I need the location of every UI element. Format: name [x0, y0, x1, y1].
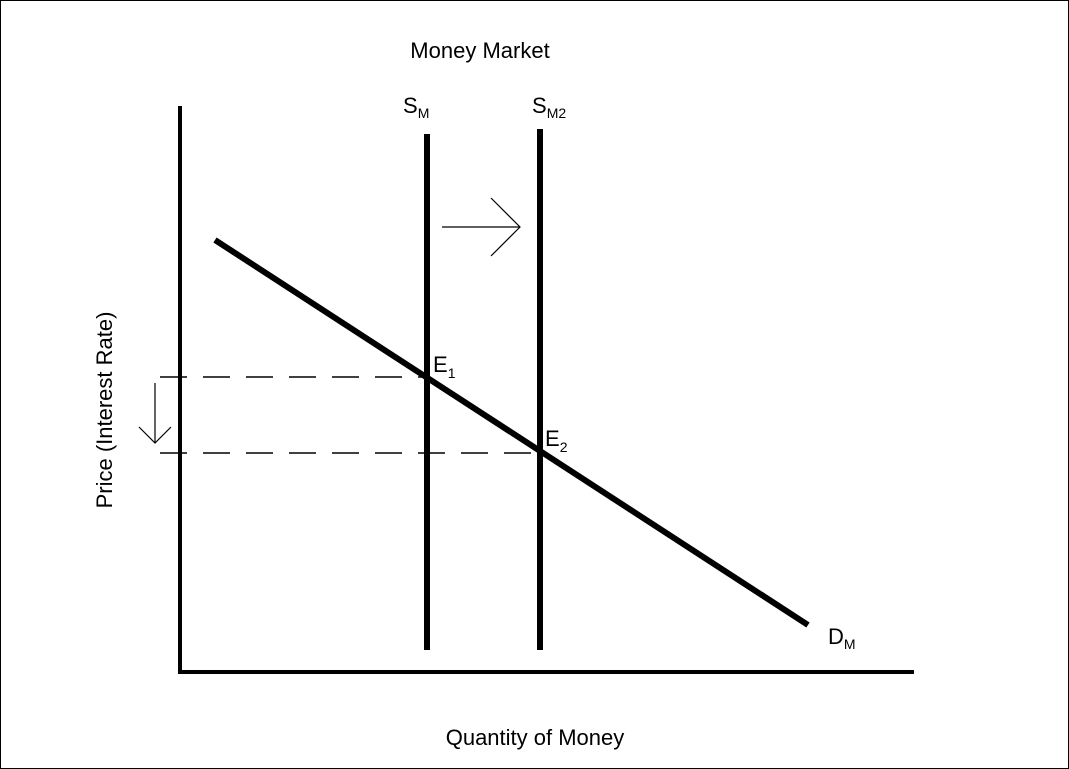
x-axis-label: Quantity of Money	[446, 725, 625, 750]
supply-2-label: SM2	[532, 93, 566, 121]
money-demand-curve	[213, 237, 810, 628]
interest-rate-down-arrow-icon	[138, 383, 172, 444]
supply-shift-right-arrow-icon	[442, 197, 521, 257]
supply-1-label: SM	[403, 93, 429, 121]
equilibrium-1-label: E1	[433, 352, 456, 381]
diagram-title: Money Market	[410, 38, 549, 63]
equilibrium-2-label: E2	[545, 426, 568, 455]
y-axis-label: Price (Interest Rate)	[92, 312, 117, 509]
demand-label: DM	[828, 624, 856, 652]
